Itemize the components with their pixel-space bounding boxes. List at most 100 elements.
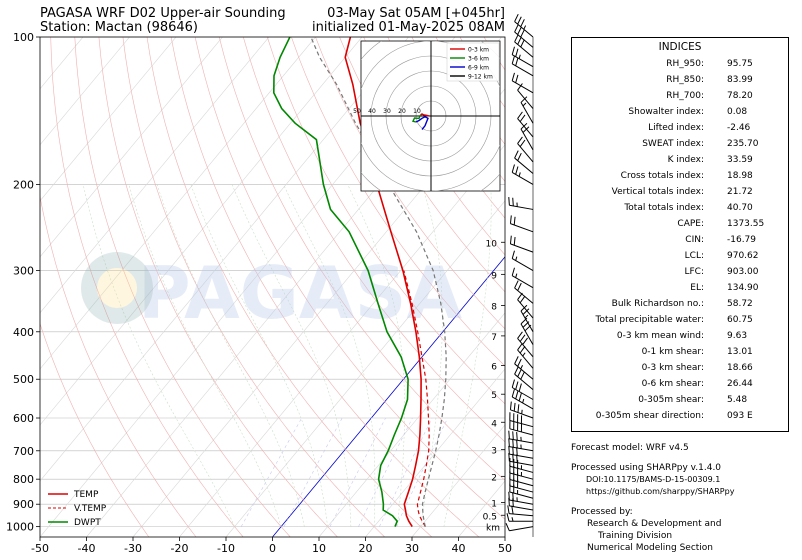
barb-flag bbox=[506, 513, 510, 522]
barb-flag bbox=[511, 379, 515, 388]
dry-adiabat bbox=[170, 37, 480, 537]
mixing-ratio-line bbox=[329, 417, 386, 527]
barb-flag bbox=[519, 295, 526, 304]
km-tick-label: 7 bbox=[491, 333, 497, 343]
x-tick-label: 30 bbox=[405, 542, 419, 555]
index-label: 0-6 km shear: bbox=[641, 379, 704, 389]
wind-barb bbox=[511, 388, 534, 410]
barb-flag bbox=[520, 19, 525, 27]
barb-flag bbox=[517, 36, 522, 45]
index-label: LCL: bbox=[684, 251, 704, 261]
index-value: 78.20 bbox=[727, 91, 753, 101]
isotherm-line bbox=[179, 144, 505, 537]
barb-flag bbox=[508, 453, 510, 462]
moist-adiabat bbox=[82, 184, 235, 527]
barb-staff bbox=[514, 287, 534, 304]
dwpt-trace bbox=[272, 37, 409, 527]
barb-flag bbox=[515, 166, 519, 175]
index-value: 970.62 bbox=[727, 251, 759, 261]
legend-label: DWPT bbox=[74, 518, 101, 528]
index-value: 95.75 bbox=[727, 59, 753, 69]
isotherm-line bbox=[40, 37, 130, 146]
barb-flag bbox=[514, 13, 519, 22]
index-label: RH_700: bbox=[666, 91, 704, 101]
barb-flag bbox=[517, 83, 523, 91]
index-value: -16.79 bbox=[727, 235, 757, 245]
barb-flag bbox=[513, 402, 516, 412]
barb-flag bbox=[516, 439, 518, 449]
index-label: Lifted index: bbox=[648, 123, 704, 133]
wind-barb bbox=[508, 453, 534, 466]
wind-barb bbox=[509, 457, 534, 473]
barb-half-flag bbox=[515, 273, 518, 278]
km-tick-label: 2 bbox=[491, 473, 497, 483]
wind-barb bbox=[520, 122, 534, 151]
index-value: 1373.55 bbox=[727, 219, 765, 229]
barb-flag bbox=[508, 491, 510, 501]
barb-flag bbox=[519, 346, 526, 354]
barb-flag bbox=[515, 74, 519, 83]
mixing-ratio-line bbox=[395, 417, 448, 527]
index-value: 18.66 bbox=[727, 363, 753, 373]
index-row: LCL: 970.62 bbox=[572, 251, 788, 267]
wind-barb bbox=[511, 267, 534, 289]
moist-adiabat bbox=[190, 184, 328, 527]
index-row: Bulk Richardson no.: 58.72 bbox=[572, 299, 788, 315]
barb-flag bbox=[513, 237, 516, 246]
hodograph-legend: 0-3 km 3-6 km 6-9 km 9-12 km bbox=[446, 42, 500, 82]
index-row: 0-1 km shear: 13.01 bbox=[572, 347, 788, 363]
y-tick-label: 100 bbox=[13, 31, 34, 44]
barb-flag bbox=[509, 215, 512, 224]
barb-flag bbox=[511, 164, 515, 173]
hodograph-legend-label: 9-12 km bbox=[468, 74, 493, 81]
wind-barb bbox=[514, 280, 534, 304]
y-tick-label: 500 bbox=[13, 373, 34, 386]
forecast-model: Forecast model: WRF v4.5 bbox=[571, 443, 689, 453]
wind-barbs bbox=[505, 13, 534, 537]
isotherm-line bbox=[365, 368, 505, 537]
y-tick-label: 300 bbox=[13, 265, 34, 278]
barb-flag bbox=[517, 136, 523, 144]
hodograph-ring-label: 30 bbox=[383, 108, 391, 115]
valid-time: 03-May Sat 05AM [+045hr] bbox=[327, 6, 505, 21]
wind-barb bbox=[511, 164, 534, 185]
barb-flag bbox=[515, 48, 519, 57]
index-value: 5.48 bbox=[727, 395, 748, 405]
wind-barb bbox=[509, 412, 534, 428]
wind-barb bbox=[514, 150, 534, 174]
index-value: 0.08 bbox=[727, 107, 748, 117]
barb-flag bbox=[508, 445, 510, 455]
barb-flag bbox=[516, 447, 518, 456]
barb-staff bbox=[514, 157, 534, 174]
index-label: Cross totals index: bbox=[620, 171, 704, 181]
barb-half-flag bbox=[511, 517, 514, 522]
barb-flag bbox=[514, 280, 519, 289]
km-tick-label: 1 bbox=[491, 499, 497, 509]
y-tick-label: 1000 bbox=[6, 521, 34, 534]
index-row: Vertical totals index: 21.72 bbox=[572, 187, 788, 203]
barb-flag bbox=[511, 267, 515, 276]
barb-half-flag bbox=[518, 172, 521, 177]
dry-adiabat bbox=[267, 37, 505, 405]
index-value: 18.98 bbox=[727, 171, 753, 181]
barb-flag bbox=[522, 126, 530, 133]
index-value: 9.63 bbox=[727, 331, 748, 341]
wind-barb bbox=[514, 366, 534, 390]
index-row: SWEAT index: 235.70 bbox=[572, 139, 788, 155]
barb-flag bbox=[512, 446, 514, 455]
hodograph-trace bbox=[420, 113, 430, 117]
km-tick-label: 5 bbox=[491, 391, 497, 401]
km-tick-label: 10 bbox=[486, 239, 498, 249]
dry-adiabat bbox=[194, 37, 505, 520]
barb-staff bbox=[517, 89, 534, 109]
index-row: 0-6 km shear: 26.44 bbox=[572, 379, 788, 395]
index-value: -2.46 bbox=[727, 123, 751, 133]
wind-barb bbox=[511, 72, 534, 94]
barb-half-flag bbox=[523, 25, 527, 30]
indices-panel: INDICES RH_950: 95.75 RH_850: 83.99 RH_700: 7… bbox=[571, 37, 789, 432]
km-tick-label: 4 bbox=[491, 419, 497, 429]
barb-flag bbox=[515, 57, 519, 66]
moist-adiabat bbox=[443, 184, 492, 527]
index-row: RH_950: 95.75 bbox=[572, 59, 788, 75]
barb-flag bbox=[520, 29, 525, 38]
